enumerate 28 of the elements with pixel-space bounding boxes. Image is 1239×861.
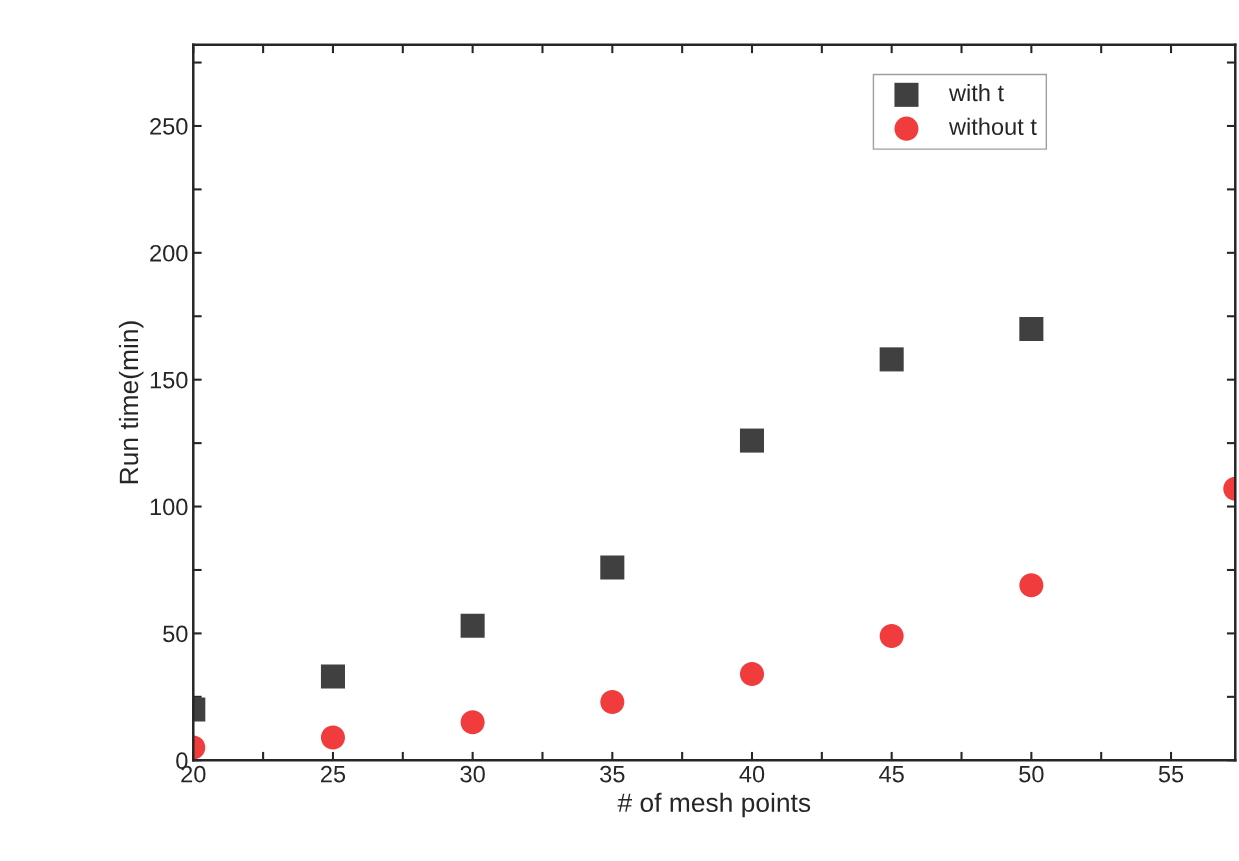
x-tick-label: 50 xyxy=(1019,765,1044,783)
y-tick-label: 150 xyxy=(150,371,188,389)
point xyxy=(1019,316,1044,341)
x-tick-label: 35 xyxy=(600,765,625,783)
point xyxy=(1019,573,1044,598)
y-tick-label: 250 xyxy=(150,118,188,135)
point xyxy=(600,555,625,580)
x-tick-label: 45 xyxy=(879,765,904,783)
point xyxy=(320,725,345,750)
y-tick-label: 50 xyxy=(163,625,188,643)
x-tick-label: 55 xyxy=(1158,765,1184,783)
point xyxy=(320,664,345,689)
x-tick-label: 40 xyxy=(739,765,765,783)
x-axis-title: # of mesh points xyxy=(617,792,811,818)
point xyxy=(739,661,765,687)
y-tick-label: 100 xyxy=(150,498,188,516)
point xyxy=(739,428,765,453)
point xyxy=(879,623,904,648)
y-tick-label: 200 xyxy=(150,244,188,262)
x-tick-label: 25 xyxy=(321,765,346,783)
point xyxy=(460,613,485,638)
point xyxy=(879,347,904,372)
legend-label: without t xyxy=(948,117,1037,136)
point xyxy=(600,689,625,714)
y-axis-title: Run time(min) xyxy=(118,321,144,484)
point xyxy=(460,710,485,735)
x-tick-label: 30 xyxy=(460,765,485,783)
legend-label: with t xyxy=(948,83,1004,102)
